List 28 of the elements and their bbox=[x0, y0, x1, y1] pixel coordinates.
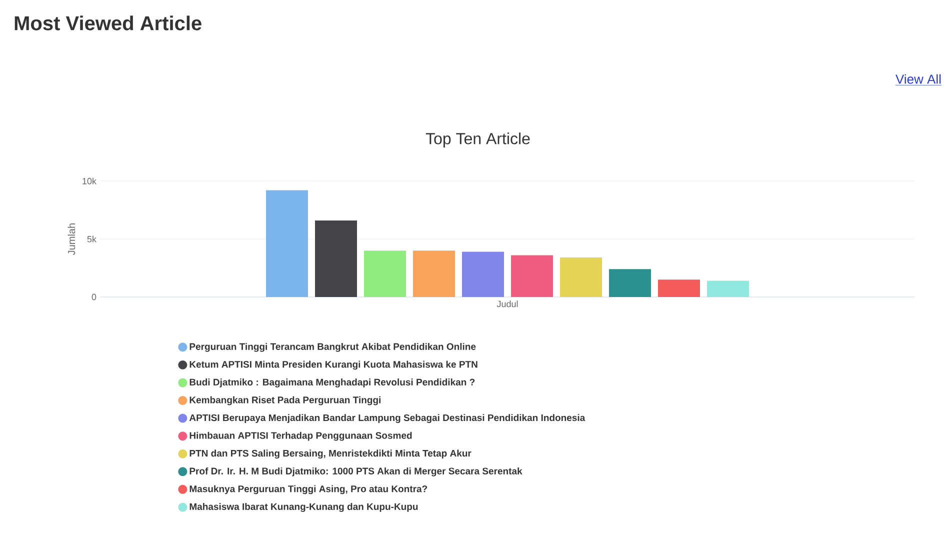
bar bbox=[315, 220, 358, 297]
bar bbox=[364, 250, 406, 297]
y-tick-label: 10k bbox=[82, 178, 96, 184]
legend-label: Mahasiswa Ibarat Kunang-Kunang dan Kupu-Kupu bbox=[190, 503, 418, 512]
bar bbox=[609, 269, 652, 297]
chart-title: Most Viewed Article bbox=[14, 16, 202, 30]
bar bbox=[462, 252, 504, 297]
bar bbox=[413, 250, 456, 297]
y-tick-label: 5k bbox=[87, 236, 96, 242]
y-tick-label: 0 bbox=[92, 294, 96, 300]
legend-label: Himbauan APTISI Terhadap Penggunaan Sosmed bbox=[190, 432, 412, 441]
bar bbox=[658, 280, 700, 297]
legend-label: Kembangkan Riset Pada Perguruan Tinggi bbox=[190, 396, 380, 406]
bar bbox=[511, 255, 554, 297]
legend-label: Budi Djatmiko : Bagaimana Menghadapi Revolusi Pendidikan ? bbox=[190, 378, 475, 388]
legend-label: APTISI Berupaya Menjadikan Bandar Lampung Sebagai Destinasi Pendidikan Indonesia bbox=[189, 414, 586, 423]
y-axis-title: Jumlah bbox=[68, 224, 76, 255]
legend-label: Ketum APTISI Minta Presiden Kurangi Kuota Mahasiswa ke PTN bbox=[190, 360, 478, 370]
bar bbox=[707, 280, 750, 297]
text: View All bbox=[896, 74, 941, 84]
chart-subtitle: Top Ten Article bbox=[426, 132, 530, 148]
bar bbox=[560, 258, 602, 297]
legend-label: PTN dan PTS Saling Bersaing, Menristekdikti Minta Tetap Akur bbox=[190, 450, 472, 459]
legend-label: Masuknya Perguruan Tinggi Asing, Pro atau Kontra? bbox=[190, 485, 428, 494]
legend-label: Perguruan Tinggi Terancam Bangkrut Akibat Pendidikan Online bbox=[190, 342, 476, 352]
legend-label: Prof Dr. Ir. H. M Budi Djatmiko: 1000 PTS Akan di Merger Secara Serentak bbox=[190, 467, 522, 476]
x-tick-label: Judul bbox=[496, 300, 518, 308]
bar bbox=[266, 190, 308, 297]
